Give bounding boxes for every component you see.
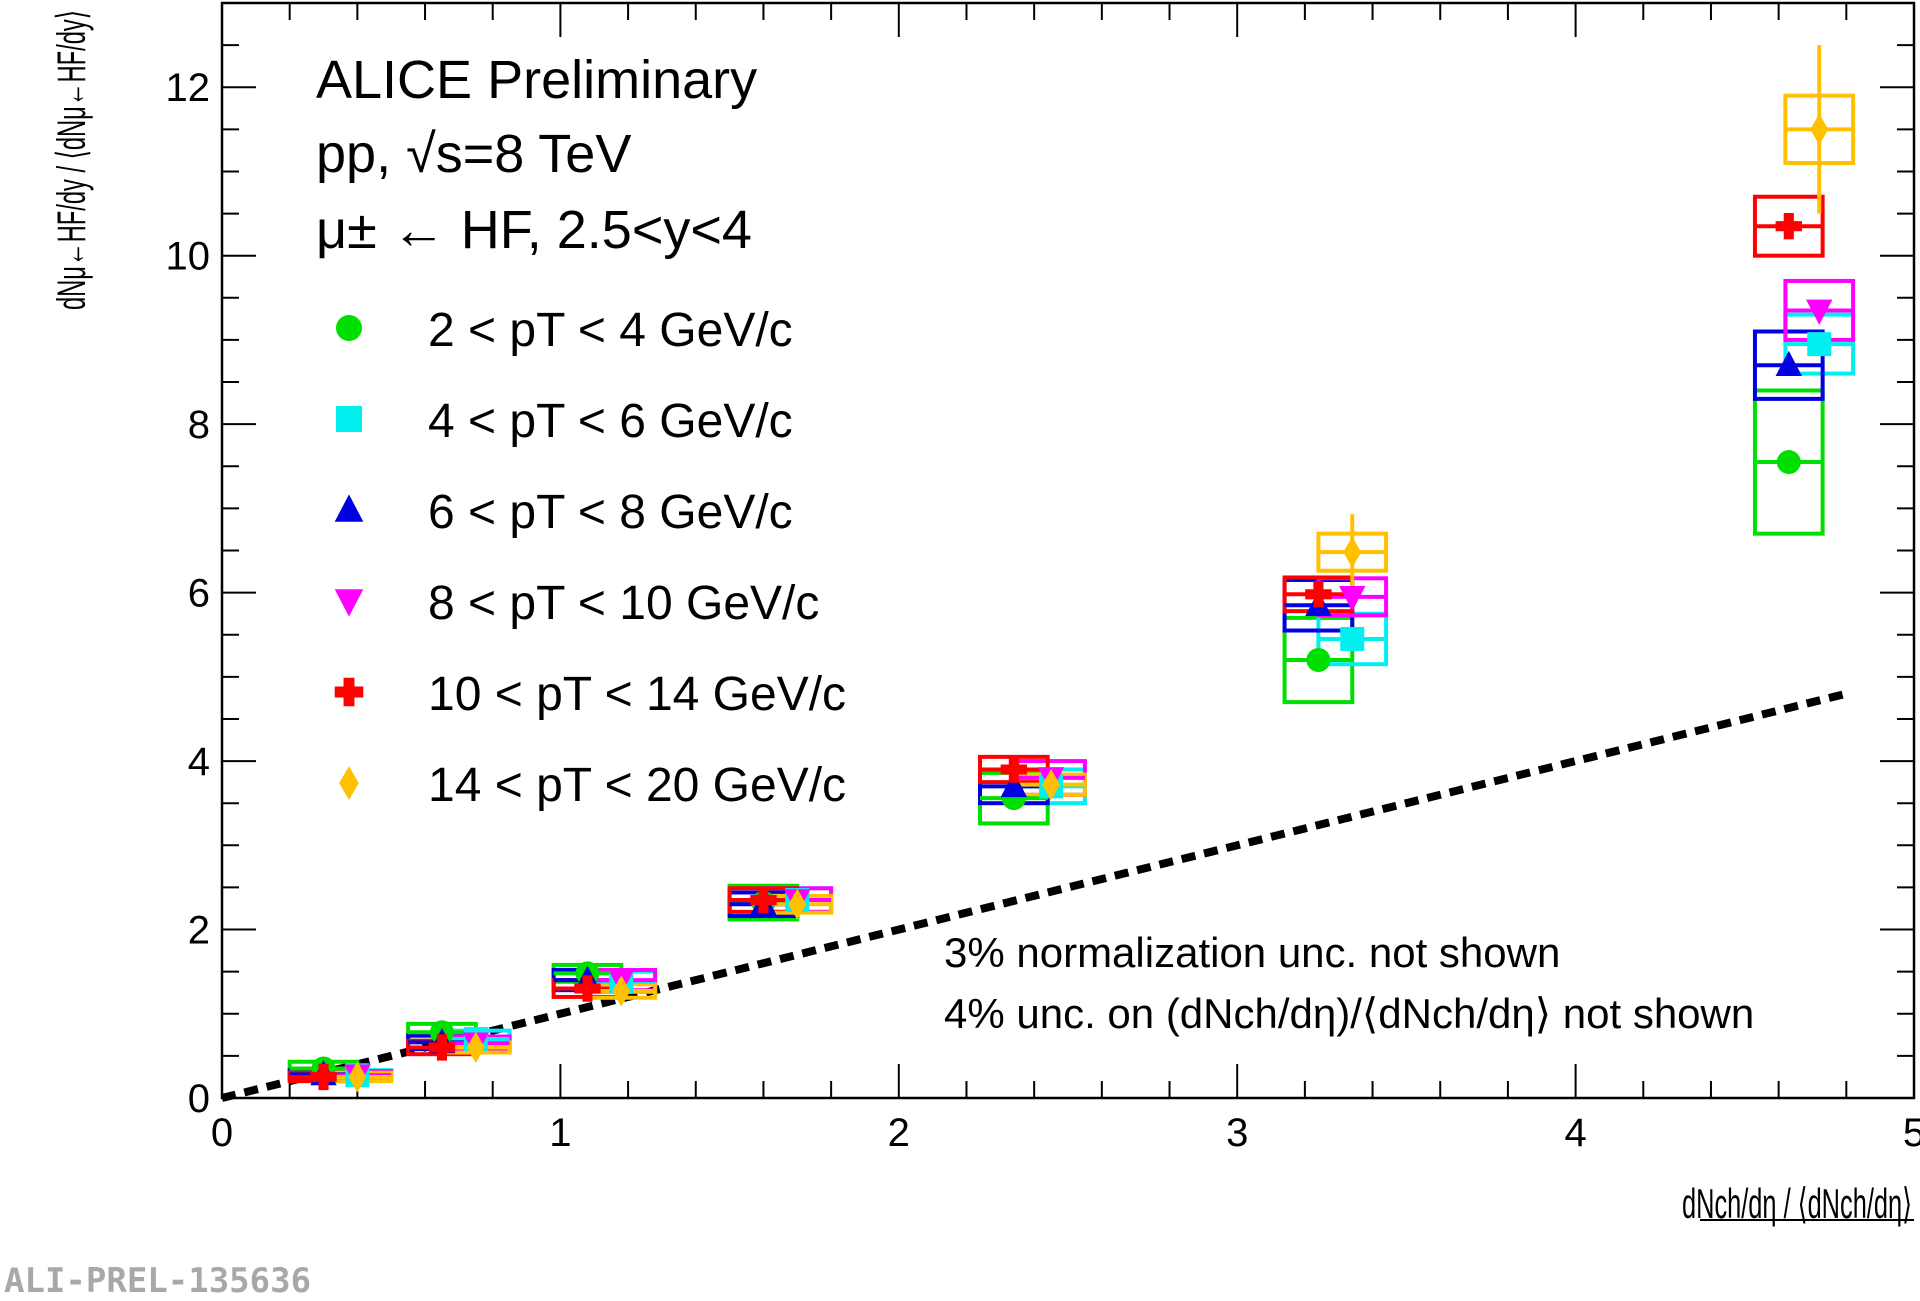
- marker-diamond: [339, 766, 359, 800]
- x-tick-label: 5: [1903, 1111, 1920, 1155]
- marker-diamond: [466, 1031, 485, 1064]
- x-tick-label: 3: [1226, 1111, 1248, 1155]
- data-markers: [310, 113, 1833, 1093]
- marker-cross: [574, 975, 601, 1002]
- y-tick-label: 0: [188, 1077, 210, 1121]
- chart-subtitle-energy: pp, √s=8 TeV: [316, 124, 631, 184]
- marker-circle: [1306, 648, 1331, 672]
- marker-triangle-up: [334, 494, 364, 522]
- marker-diamond: [1343, 536, 1362, 568]
- x-tick-label: 0: [211, 1111, 233, 1155]
- watermark: ALI-PREL-135636: [4, 1261, 311, 1301]
- legend-entry-label: 14 < pT < 20 GeV/c: [428, 759, 846, 812]
- legend-entry-label: 8 < pT < 10 GeV/c: [428, 577, 819, 630]
- legend: 2 < pT < 4 GeV/c 4 < pT < 6 GeV/c 6 < pT <…: [334, 304, 846, 812]
- marker-cross: [1775, 213, 1802, 240]
- marker-cross: [750, 886, 777, 914]
- y-tick-label: 6: [188, 572, 210, 616]
- marker-triangle-up: [1000, 771, 1028, 798]
- y-axis-label-text: dNμ←HF/dy / ⟨dNμ←HF/dy⟩: [50, 10, 94, 310]
- x-axis-label: dNch/dη / ⟨dNch/dη⟩: [1682, 1180, 1914, 1227]
- annotation-normalization: 3% normalization unc. not shown: [944, 929, 1560, 976]
- marker-cross: [428, 1034, 456, 1061]
- chart-title: ALICE Preliminary: [316, 50, 757, 110]
- marker-triangle-down: [1806, 299, 1833, 325]
- marker-cross: [1000, 756, 1028, 783]
- legend-entry-label: 6 < pT < 8 GeV/c: [428, 486, 793, 539]
- chart-subtitle-particle: μ± ← HF, 2.5<y<4: [316, 200, 752, 260]
- marker-circle: [1776, 450, 1801, 475]
- x-tick-label: 1: [549, 1111, 571, 1155]
- marker-diamond: [1810, 113, 1829, 145]
- marker-diamond: [348, 1061, 367, 1093]
- x-tick-label: 2: [888, 1111, 910, 1155]
- marker-diamond: [612, 975, 631, 1007]
- x-tick-label: 4: [1564, 1111, 1586, 1155]
- y-axis-label: dNμ←HF/dy / ⟨dNμ←HF/dy⟩: [50, 10, 94, 310]
- marker-square: [1340, 626, 1365, 651]
- legend-entry-label: 4 < pT < 6 GeV/c: [428, 395, 793, 448]
- axis-ticks: [221, 2, 1915, 1099]
- marker-triangle-down: [1339, 586, 1366, 612]
- legend-entry-label: 10 < pT < 14 GeV/c: [428, 668, 846, 721]
- legend-entry-label: 2 < pT < 4 GeV/c: [428, 304, 793, 357]
- y-tick-label: 4: [188, 740, 210, 784]
- marker-triangle-down: [334, 589, 364, 617]
- marker-diamond: [788, 888, 807, 920]
- marker-cross: [1305, 581, 1332, 608]
- marker-circle: [336, 315, 362, 341]
- y-tick-label: 10: [166, 235, 211, 279]
- marker-square: [336, 406, 362, 432]
- y-tick-label: 8: [188, 403, 210, 447]
- marker-triangle-up: [1775, 350, 1802, 376]
- marker-square: [1807, 332, 1832, 357]
- marker-diamond: [1042, 769, 1061, 801]
- y-tick-label: 2: [188, 909, 210, 953]
- annotation-multiplicity: 4% unc. on (dNch/dη)/⟨dNch/dη⟩ not shown: [944, 990, 1754, 1037]
- marker-cross: [334, 677, 364, 707]
- marker-cross: [310, 1063, 337, 1091]
- y-tick-label: 12: [166, 66, 211, 110]
